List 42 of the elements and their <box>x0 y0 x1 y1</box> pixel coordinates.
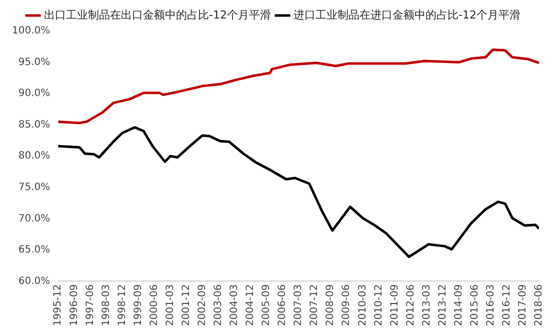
x-tick-label: 2007-12 <box>309 284 320 326</box>
x-tick-label: 2018-06 <box>534 284 545 326</box>
x-tick-label: 2007-03 <box>293 284 304 326</box>
x-tick-label: 1998-12 <box>116 284 128 326</box>
x-tick-label: 2010-03 <box>357 284 368 326</box>
y-tick-label: 80.0% <box>18 150 50 162</box>
legend-label: 进口工业制品在进口金额中的占比-12个月平滑 <box>294 8 520 22</box>
y-tick-label: 60.0% <box>18 276 50 287</box>
legend-label: 出口工业制品在出口金额中的占比-12个月平滑 <box>44 8 271 22</box>
x-tick-label: 2016-03 <box>486 284 497 326</box>
x-tick-label: 2013-03 <box>421 284 432 326</box>
y-tick-label: 70.0% <box>18 213 50 224</box>
x-tick-label: 2004-12 <box>245 284 256 326</box>
x-tick-label: 1995-12 <box>52 284 64 326</box>
x-tick-label: 2003-06 <box>213 284 224 326</box>
y-tick-label: 75.0% <box>18 182 50 193</box>
x-tick-label: 2016-12 <box>502 284 513 326</box>
x-tick-label: 2001-03 <box>164 284 176 326</box>
y-tick-label: 90.0% <box>18 88 50 100</box>
x-tick-label: 1998-03 <box>100 284 112 326</box>
x-tick-label: 2017-09 <box>518 284 529 326</box>
y-tick-label: 65.0% <box>18 244 50 256</box>
x-tick-label: 2004-03 <box>229 284 240 326</box>
x-tick-label: 2005-09 <box>261 284 272 326</box>
x-tick-label: 2015-06 <box>469 284 480 326</box>
x-tick-label: 1999-09 <box>132 284 144 326</box>
x-tick-label: 2000-06 <box>148 284 160 326</box>
x-tick-label: 2009-06 <box>341 284 352 326</box>
x-tick-label: 2008-09 <box>325 284 336 326</box>
x-tick-label: 2011-09 <box>389 284 400 326</box>
x-tick-label: 2010-12 <box>373 284 384 326</box>
x-tick-label: 2006-06 <box>277 284 288 326</box>
x-tick-label: 2013-12 <box>437 284 448 326</box>
y-tick-label: 95.0% <box>18 56 50 68</box>
x-tick-label: 1997-06 <box>84 284 96 326</box>
x-tick-label: 2012-06 <box>405 284 416 326</box>
x-tick-label: 2014-09 <box>453 284 464 326</box>
x-tick-label: 2001-12 <box>180 284 192 326</box>
y-tick-label: 85.0% <box>18 119 50 130</box>
x-tick-label: 1996-09 <box>68 284 80 326</box>
x-tick-label: 2002-09 <box>196 284 208 326</box>
y-tick-label: 100.0% <box>12 26 50 37</box>
